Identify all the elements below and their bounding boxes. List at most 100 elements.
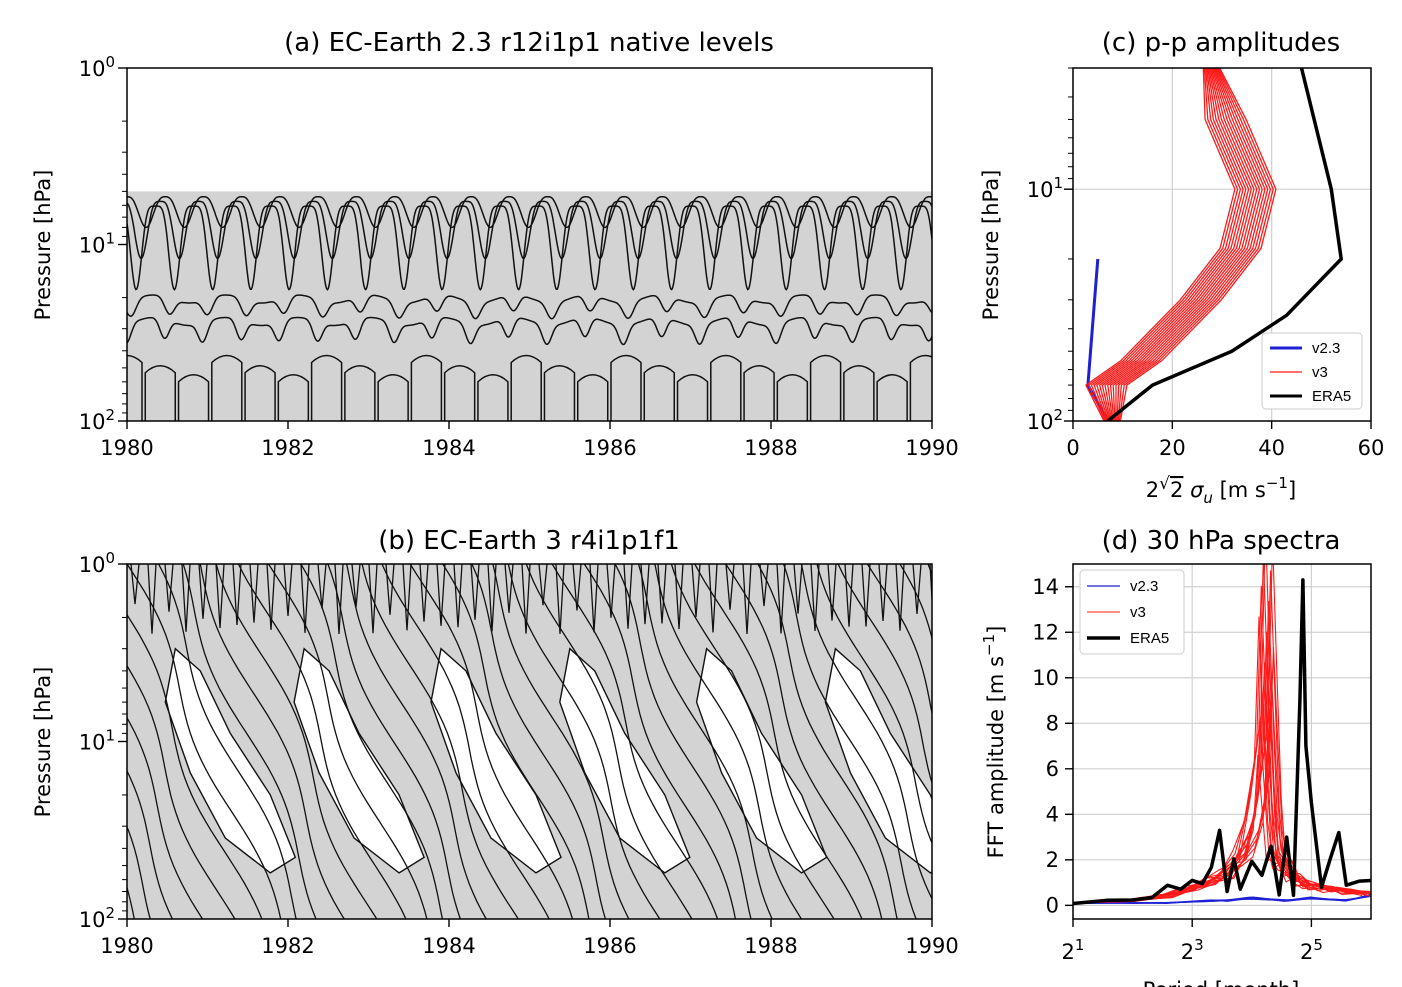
contour-line xyxy=(127,613,263,919)
contour-line xyxy=(277,374,310,421)
contour-line xyxy=(793,564,803,614)
contour-line xyxy=(637,564,773,919)
legend-label: v2.3 xyxy=(1130,578,1158,595)
contour-line xyxy=(419,564,429,622)
contour-line xyxy=(742,564,752,634)
contour-line xyxy=(782,564,917,919)
series-line-v3 xyxy=(1073,693,1367,904)
contour-line xyxy=(127,564,282,919)
x-tick-label: 21 xyxy=(1062,936,1085,964)
panel-a-x-ticks: 1980 1982 1984 1986 1988 1990 xyxy=(100,421,959,460)
series-line-v2.3 xyxy=(1073,895,1371,905)
series-line-v3 xyxy=(1085,68,1236,421)
contour-line xyxy=(351,564,361,608)
contour-line xyxy=(538,564,548,606)
x-tick-label: 25 xyxy=(1300,936,1323,964)
x-tick-label: 60 xyxy=(1358,436,1385,460)
panel-c-lines xyxy=(1085,68,1344,421)
contour-line xyxy=(525,564,693,919)
panel-c-x-ticks: 0 20 40 60 xyxy=(1066,421,1384,460)
easterly-region xyxy=(824,647,932,874)
contour-line xyxy=(177,374,210,421)
series-line-v3 xyxy=(1090,68,1242,421)
contour-line xyxy=(654,564,802,919)
series-line-v3 xyxy=(1112,68,1263,421)
panel-d-y-ticks: 0 2 4 6 8 10 12 14 xyxy=(1032,575,1073,917)
contour-line xyxy=(640,564,650,625)
contour-line xyxy=(310,354,343,421)
legend-box xyxy=(1261,332,1363,410)
contour-line xyxy=(471,564,607,919)
series-line-v3 xyxy=(1115,68,1266,421)
y-tick-label: 101 xyxy=(1027,174,1063,202)
contour-line xyxy=(127,294,932,320)
contour-line xyxy=(385,564,395,615)
contour-line xyxy=(381,564,550,919)
panel-d-lines xyxy=(1073,564,1371,906)
x-tick-label: 1986 xyxy=(583,934,636,958)
series-line-v3 xyxy=(1079,647,1371,904)
contour-line xyxy=(283,564,293,616)
series-line-v3 xyxy=(1076,570,1371,904)
y-tick-label: 4 xyxy=(1046,802,1059,826)
panel-d-legend: v2.3 v3 ERA5 xyxy=(1079,569,1185,655)
contour-line xyxy=(694,564,863,919)
contour-line xyxy=(492,564,630,919)
y-tick-label: 12 xyxy=(1032,620,1059,644)
panel-c-frame xyxy=(1072,67,1372,422)
x-tick-label: 0 xyxy=(1066,436,1079,460)
contour-line xyxy=(127,316,932,346)
contour-line xyxy=(895,564,905,631)
contour-line xyxy=(127,716,204,919)
y-tick-label: 2 xyxy=(1046,848,1059,872)
panel-d-title: (d) 30 hPa spectra xyxy=(1102,526,1341,556)
easterly-region xyxy=(164,647,297,874)
series-line-v3 xyxy=(1117,68,1272,421)
x-tick-label: 20 xyxy=(1159,436,1186,460)
contour-line xyxy=(199,564,345,919)
x-tick-label: 1982 xyxy=(261,436,314,460)
series-line-v3 xyxy=(1101,68,1252,421)
series-line-v3 xyxy=(1073,585,1366,904)
panel-d-ylabel: FFT amplitude [m s−1] xyxy=(980,626,1008,859)
series-line-ERA5 xyxy=(1106,68,1344,421)
contour-line xyxy=(743,364,775,421)
contour-line xyxy=(443,364,476,421)
y-tick-label: 101 xyxy=(79,727,115,755)
contour-line xyxy=(144,364,177,421)
y-tick-label: 101 xyxy=(79,230,115,258)
x-tick-label: 1984 xyxy=(422,934,475,958)
series-line-v3 xyxy=(1118,68,1274,421)
panel-c-ylabel: Pressure [hPa] xyxy=(979,170,1003,321)
contour-line xyxy=(470,564,480,620)
series-line-v3 xyxy=(1119,68,1277,421)
contour-line xyxy=(861,564,871,627)
contour-line xyxy=(130,564,140,605)
contour-line xyxy=(182,564,317,919)
y-tick-label: 100 xyxy=(79,549,115,577)
contour-line xyxy=(710,354,742,421)
contour-line xyxy=(442,564,590,919)
series-line-v3 xyxy=(1073,662,1369,904)
contour-line xyxy=(477,374,509,421)
y-tick-label: 102 xyxy=(1027,406,1063,434)
panel-b-contours xyxy=(127,564,932,919)
contour-line xyxy=(725,564,735,610)
contour-line xyxy=(809,354,842,421)
legend-label: v2.3 xyxy=(1312,340,1340,357)
contour-line xyxy=(127,354,143,421)
panel-c-title: (c) p-p amplitudes xyxy=(1102,28,1340,58)
contour-line xyxy=(344,364,376,421)
panel-b: (b) EC-Earth 3 r4i1p1f1 Pressure [hPa] 1… xyxy=(31,526,959,958)
x-tick-label: 1984 xyxy=(422,436,475,460)
contour-line xyxy=(127,200,932,260)
easterly-region xyxy=(559,647,691,874)
contour-line xyxy=(827,564,837,621)
x-tick-label: 1980 xyxy=(100,934,153,958)
contour-line xyxy=(843,364,875,421)
contour-line xyxy=(759,564,769,607)
contour-line xyxy=(147,564,157,634)
contour-line xyxy=(164,564,174,612)
contour-line xyxy=(866,564,932,717)
